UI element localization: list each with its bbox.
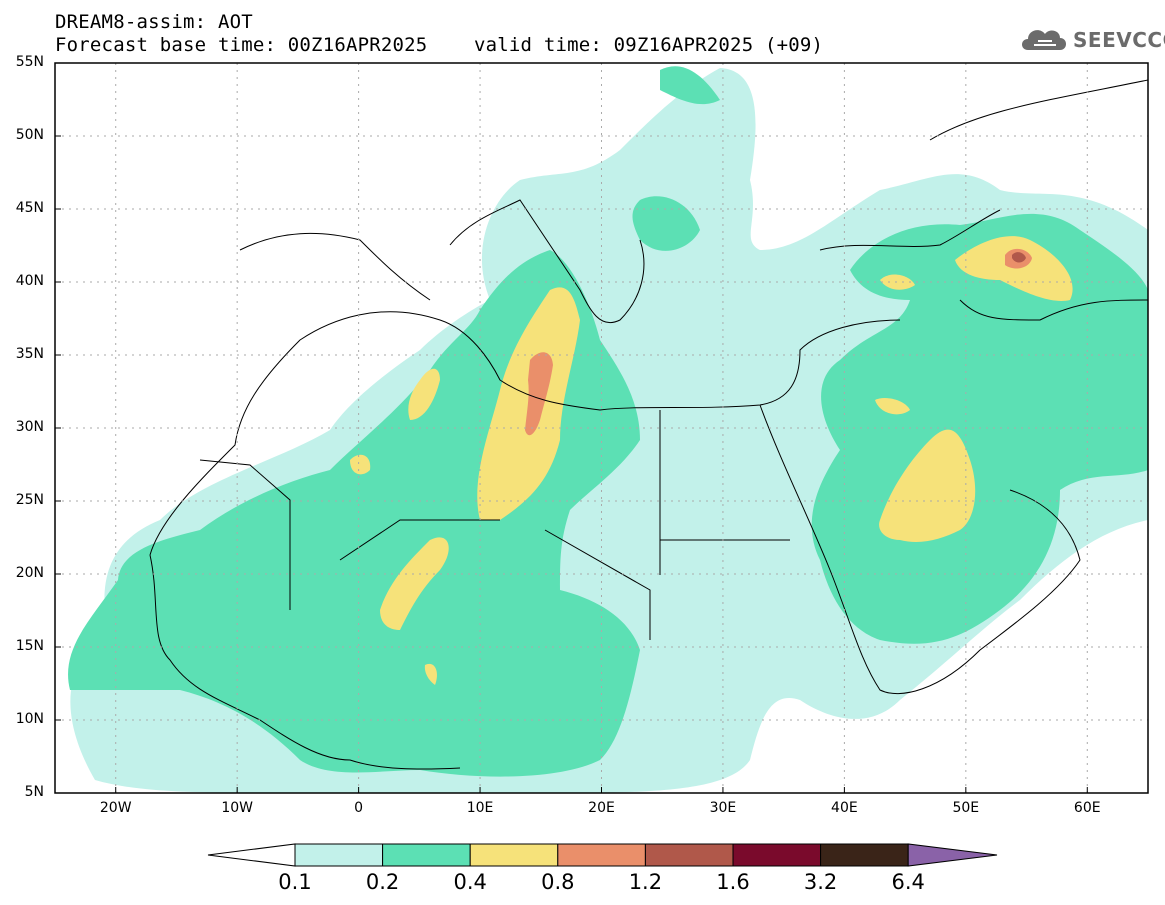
lat-label: 25N xyxy=(15,492,44,508)
colorbar-box xyxy=(644,843,734,867)
colorbar-label: 1.6 xyxy=(716,870,750,894)
colorbar-label: 0.8 xyxy=(541,870,575,894)
lat-label: 10N xyxy=(15,711,44,727)
lon-label: 10E xyxy=(466,800,494,816)
forecast-time-line: Forecast base time: 00Z16APR2025 valid t… xyxy=(55,34,824,56)
colorbar-over-arrow xyxy=(907,843,998,867)
colorbar-label: 0.2 xyxy=(365,870,400,894)
colorbar-label: 3.2 xyxy=(803,870,838,894)
colorbar-label: 0.1 xyxy=(278,870,312,894)
lon-label: 0 xyxy=(354,800,364,816)
lat-label: 35N xyxy=(15,346,44,362)
lat-label: 40N xyxy=(15,273,44,289)
colorbar-box xyxy=(294,843,384,867)
lat-label: 50N xyxy=(15,127,44,143)
colorbar-under-arrow xyxy=(207,843,296,867)
colorbar-box xyxy=(732,843,822,867)
lon-label: 20E xyxy=(588,800,615,816)
seevccc-logo: SEEVCCC xyxy=(1018,22,1165,58)
colorbar-box xyxy=(557,843,646,867)
lat-label: 45N xyxy=(15,200,44,216)
colorbar-box xyxy=(469,843,559,867)
colorbar-label: 6.4 xyxy=(891,870,925,894)
gridlines xyxy=(55,63,1148,793)
lon-label: 10W xyxy=(221,800,253,816)
lon-label: 50E xyxy=(952,800,980,816)
cloud-icon xyxy=(1022,30,1066,50)
colorbar-label: 0.4 xyxy=(453,870,487,894)
lat-label: 20N xyxy=(15,565,44,581)
lat-label: 30N xyxy=(15,419,44,435)
logo-text: SEEVCCC xyxy=(1073,28,1165,52)
lon-label: 60E xyxy=(1073,800,1101,816)
lon-label: 20W xyxy=(99,800,132,816)
map-title: DREAM8-assim: AOT xyxy=(55,11,253,33)
colorbar-label: 1.2 xyxy=(628,870,663,894)
lon-label: 40E xyxy=(831,800,858,816)
coastlines xyxy=(149,79,1148,770)
lat-label: 5N xyxy=(24,784,44,800)
lat-label: 15N xyxy=(15,638,44,654)
lon-label: 30E xyxy=(709,800,737,816)
colorbar-box xyxy=(820,843,909,867)
colorbar-box xyxy=(382,843,471,867)
aot-level-1.2 xyxy=(1012,252,1026,263)
lat-label: 55N xyxy=(15,54,44,70)
